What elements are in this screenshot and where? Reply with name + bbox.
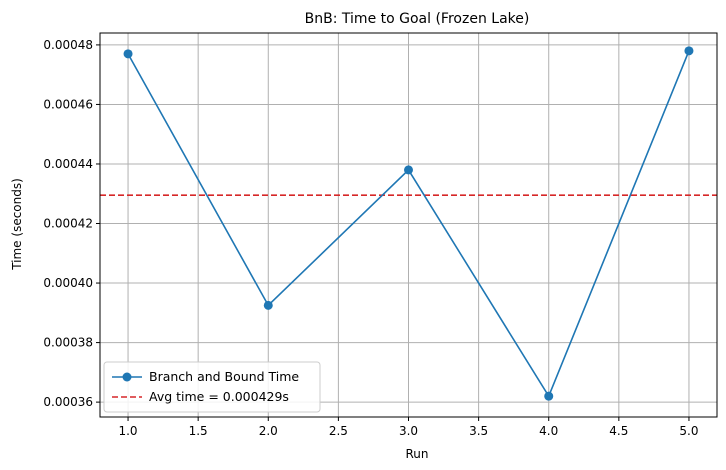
x-tick-label: 3.0	[399, 424, 418, 438]
data-point	[123, 49, 133, 59]
legend-box	[103, 361, 321, 413]
x-tick-label: 4.0	[539, 424, 558, 438]
x-axis-label: Run	[405, 447, 428, 461]
y-tick-label: 0.00042	[43, 217, 93, 231]
y-tick-label: 0.00046	[43, 97, 93, 111]
data-point	[544, 391, 554, 401]
data-point	[404, 165, 413, 175]
y-axis-label: Time (seconds)	[10, 178, 24, 271]
x-tick-label: 2.0	[259, 424, 278, 438]
y-axis-ticks: 0.00036 0.00038 0.00040 0.00042 0.00044 0.000…	[43, 38, 100, 409]
y-tick-label: 0.00040	[43, 276, 93, 290]
data-points	[123, 46, 694, 401]
x-tick-label: 5.0	[679, 424, 698, 438]
y-tick-label: 0.00036	[43, 395, 93, 409]
chart-title: BnB: Time to Goal (Frozen Lake)	[305, 11, 530, 27]
data-point	[263, 300, 273, 310]
x-tick-label: 2.5	[329, 424, 348, 438]
x-tick-label: 3.5	[469, 424, 488, 438]
y-tick-label: 0.00048	[43, 38, 93, 52]
legend: Branch and Bound Time Avg time = 0.00042…	[103, 361, 321, 413]
data-point	[684, 46, 694, 56]
x-axis-ticks: 1.0 1.5 2.0 2.5 3.0 3.5 4.0 4.5 5.0	[118, 417, 699, 438]
legend-series-marker	[122, 372, 132, 382]
x-tick-label: 1.5	[189, 424, 208, 438]
x-tick-label: 4.5	[609, 424, 628, 438]
y-tick-label: 0.00044	[43, 157, 93, 171]
grid-lines	[100, 33, 717, 417]
y-tick-label: 0.00038	[43, 336, 93, 350]
legend-series-label: Branch and Bound Time	[149, 369, 299, 384]
x-tick-label: 1.0	[118, 424, 137, 438]
legend-average-label: Avg time = 0.000429s	[149, 389, 289, 404]
